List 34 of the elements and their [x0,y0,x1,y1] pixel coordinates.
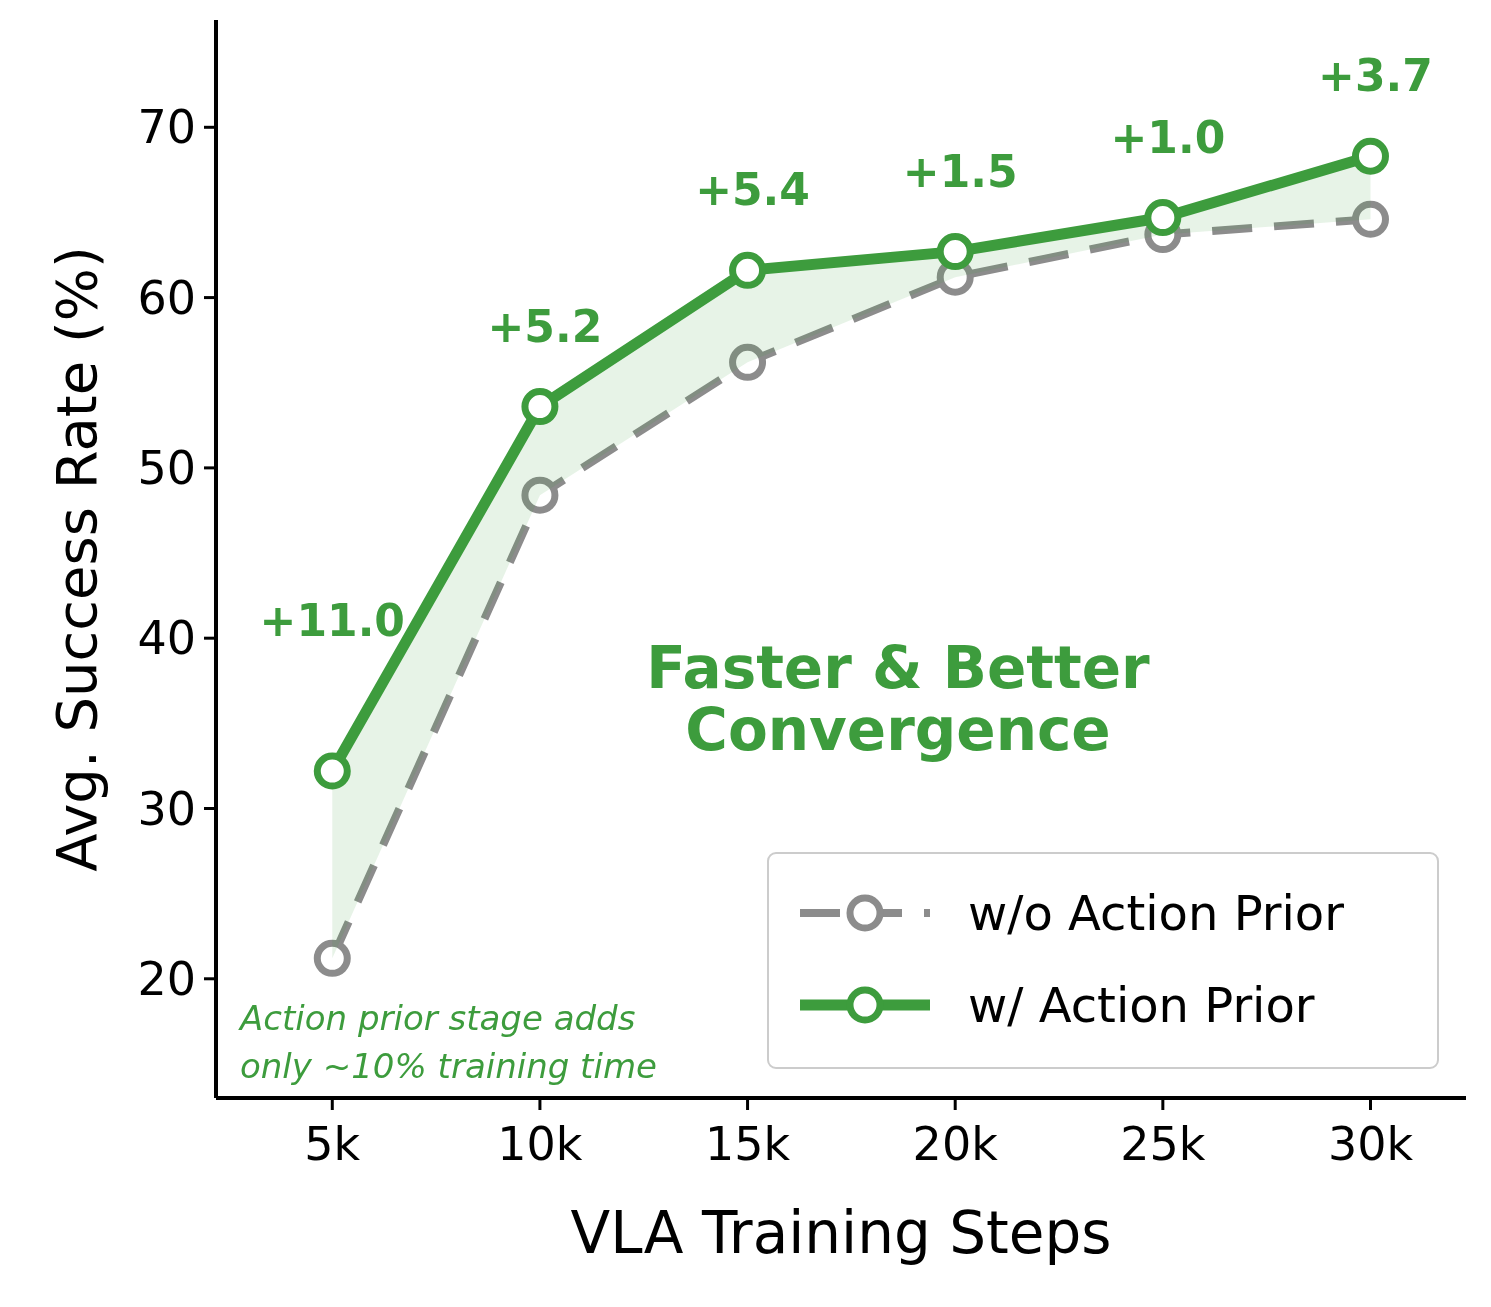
x-tick-label: 5k [304,1117,361,1171]
annotation: +1.0 [1110,111,1226,163]
point [521,476,559,514]
x-axis-title: VLA Training Steps [570,1199,1112,1267]
annotation: +5.2 [487,300,603,352]
y-tick-label: 30 [137,781,196,836]
annotation: Faster & Better Convergence [646,634,1151,764]
point [313,752,351,790]
y-tick-label: 50 [137,440,196,495]
y-tick-label: 70 [137,100,196,155]
annotation: +1.5 [902,145,1018,197]
point [729,343,767,381]
y-tick-label: 20 [137,951,196,1006]
x-tick-label: 30k [1327,1117,1414,1171]
point [1144,199,1182,237]
x-tick-label: 20k [912,1117,999,1171]
point [521,388,559,426]
point [1351,200,1389,238]
annotation: Action prior stage adds only ~10% training time [238,998,657,1086]
legend-label: w/o Action Prior [968,884,1345,941]
annotation: +11.0 [259,595,405,646]
x-tick-label: 15k [704,1117,791,1171]
y-tick-label: 40 [137,611,196,666]
x-tick-label: 10k [497,1117,583,1171]
annotation: +5.4 [695,164,810,216]
point [729,251,767,289]
point [313,939,351,977]
y-axis-title: Avg. Success Rate (%) [44,246,109,872]
y-tick-label: 60 [137,270,196,325]
point [936,233,974,271]
annotation: +3.7 [1318,50,1433,102]
x-tick-label: 25k [1120,1117,1206,1171]
legend-label: w/ Action Prior [968,976,1315,1033]
point [1351,137,1389,175]
